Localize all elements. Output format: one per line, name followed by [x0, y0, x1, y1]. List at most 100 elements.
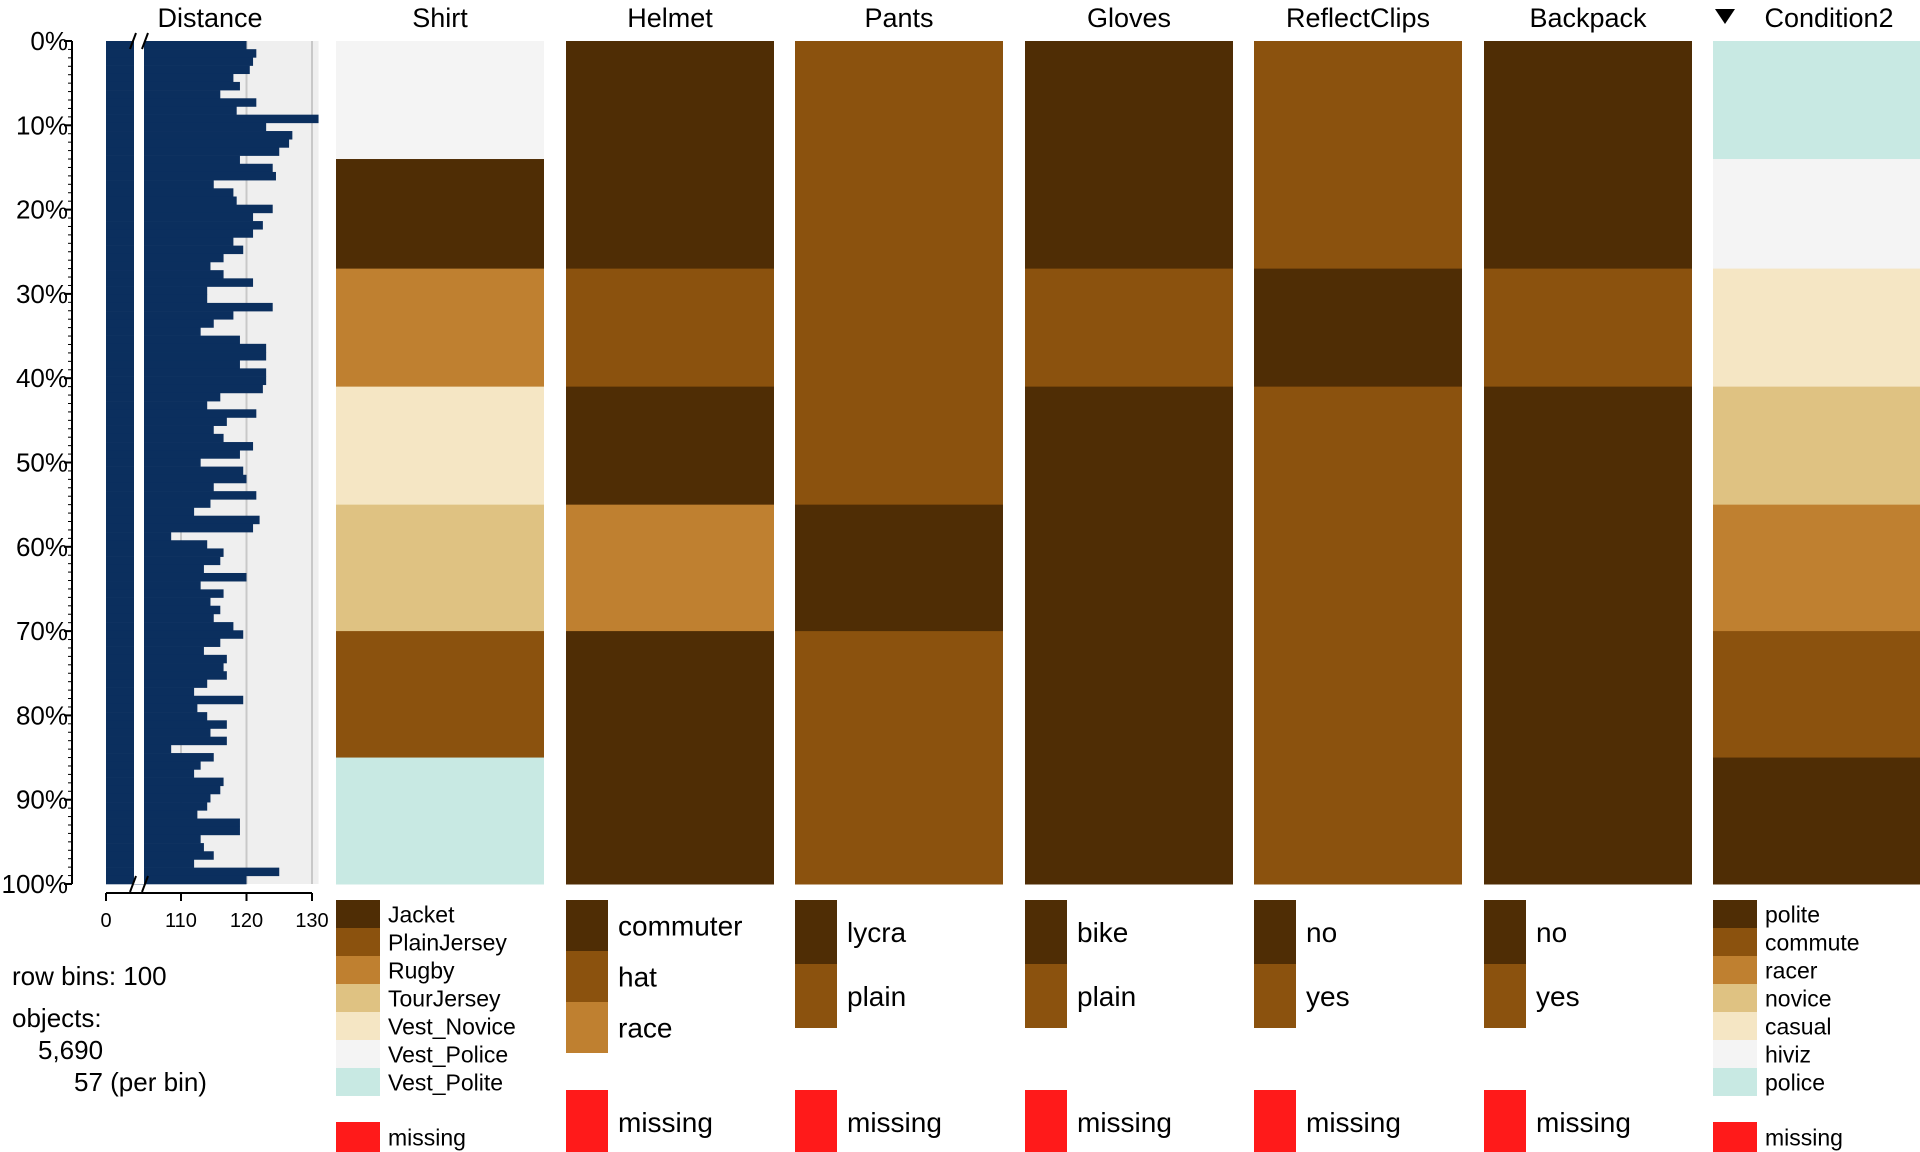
distance-bar: [106, 73, 234, 83]
y-tick-label: 80%: [16, 700, 68, 730]
distance-bar: [106, 663, 224, 672]
distance-bar: [106, 720, 227, 729]
distance-bar: [106, 352, 267, 361]
y-tick-label: 20%: [16, 195, 68, 225]
per-bin-count: 57 (per bin): [74, 1067, 207, 1097]
distance-bar: [106, 368, 267, 377]
category-block-pants: [795, 504, 1003, 632]
distance-bar: [106, 589, 224, 598]
distance-bar: [106, 327, 201, 336]
category-block-pants: [795, 41, 1003, 506]
distance-bar: [106, 851, 214, 860]
category-block-reflectclips: [1254, 41, 1462, 270]
category-block-backpack: [1484, 386, 1692, 885]
distance-bar: [106, 736, 227, 746]
legend-label-shirt: PlainJersey: [388, 929, 507, 955]
axis-break-gap: [134, 41, 144, 884]
distance-bar: [106, 163, 273, 173]
distance-bar: [106, 171, 276, 181]
legend-label-condition2: novice: [1765, 985, 1831, 1011]
category-block-backpack: [1484, 268, 1692, 388]
category-block-pants: [795, 631, 1003, 885]
distance-bar: [106, 507, 195, 516]
legend-label-reflectclips: yes: [1306, 981, 1350, 1012]
category-block-shirt: [336, 159, 544, 270]
distance-bar: [106, 450, 240, 459]
legend-swatch-shirt: [336, 928, 380, 956]
distance-bar: [106, 409, 257, 418]
distance-bar: [106, 98, 257, 107]
legend-missing-label: missing: [618, 1107, 713, 1138]
legend-swatch-gloves: [1025, 900, 1067, 964]
distance-bar: [106, 466, 244, 476]
legend-swatch-condition2: [1713, 956, 1757, 984]
distance-bar: [106, 41, 247, 50]
category-block-shirt: [336, 504, 544, 632]
legend-swatch-shirt: [336, 1068, 380, 1096]
distance-bar: [106, 859, 195, 868]
legend-missing-label: missing: [388, 1124, 466, 1150]
distance-bar: [106, 581, 201, 590]
distance-bar: [106, 491, 257, 500]
distance-bar: [106, 319, 214, 328]
distance-bar: [106, 654, 227, 664]
category-block-reflectclips: [1254, 386, 1462, 885]
distance-bar: [106, 114, 319, 124]
distance-bar: [106, 81, 240, 91]
legend-swatch-shirt: [336, 900, 380, 928]
column-header-backpack: Backpack: [1529, 3, 1647, 33]
objects-count: 5,690: [38, 1035, 104, 1065]
category-block-helmet: [566, 631, 774, 885]
distance-bar: [106, 613, 214, 623]
column-header-shirt: Shirt: [412, 3, 468, 33]
distance-bar: [106, 548, 224, 557]
category-block-condition2: [1713, 268, 1920, 388]
distance-bar: [106, 638, 221, 647]
distance-bar: [106, 875, 247, 885]
legend-label-shirt: Vest_Police: [388, 1041, 508, 1067]
column-header-gloves: Gloves: [1087, 3, 1171, 33]
distance-bar: [106, 433, 224, 443]
category-block-reflectclips: [1254, 268, 1462, 388]
distance-bar: [106, 777, 224, 787]
legend-swatch-helmet: [566, 900, 608, 951]
legend-swatch-gloves: [1025, 964, 1067, 1028]
distance-bar: [106, 122, 267, 132]
distance-bar: [106, 442, 254, 451]
distance-bar: [106, 57, 254, 66]
legend-label-shirt: Vest_Novice: [388, 1013, 516, 1039]
legend-missing-swatch: [1025, 1090, 1067, 1152]
legend-swatch-condition2: [1713, 1068, 1757, 1096]
distance-bar: [106, 712, 208, 721]
legend-label-backpack: yes: [1536, 981, 1580, 1012]
distance-bar: [106, 106, 237, 115]
distance-bar: [106, 147, 280, 156]
legend-label-helmet: commuter: [618, 911, 742, 942]
distance-bar: [106, 155, 240, 165]
distance-bar: [106, 229, 254, 238]
distance-bar: [106, 605, 221, 615]
distance-bar: [106, 769, 195, 778]
legend-missing-swatch: [1713, 1122, 1757, 1152]
distance-bar: [106, 49, 257, 58]
distance-bar: [106, 458, 201, 467]
legend-label-gloves: bike: [1077, 917, 1128, 948]
legend-swatch-condition2: [1713, 1040, 1757, 1068]
legend-swatch-pants: [795, 964, 837, 1028]
distance-bar: [106, 294, 208, 304]
distance-bar: [106, 360, 240, 369]
distance-bar: [106, 401, 208, 410]
y-tick-label: 10%: [16, 110, 68, 140]
legend-missing-label: missing: [1536, 1107, 1631, 1138]
category-block-condition2: [1713, 386, 1920, 506]
category-block-condition2: [1713, 41, 1920, 160]
distance-bar: [106, 556, 221, 566]
category-block-gloves: [1025, 268, 1233, 388]
distance-bar: [106, 180, 214, 189]
distance-bar: [106, 523, 254, 533]
legend-swatch-backpack: [1484, 964, 1526, 1028]
legend-swatch-shirt: [336, 984, 380, 1012]
legend-swatch-backpack: [1484, 900, 1526, 964]
legend-swatch-shirt: [336, 1040, 380, 1068]
